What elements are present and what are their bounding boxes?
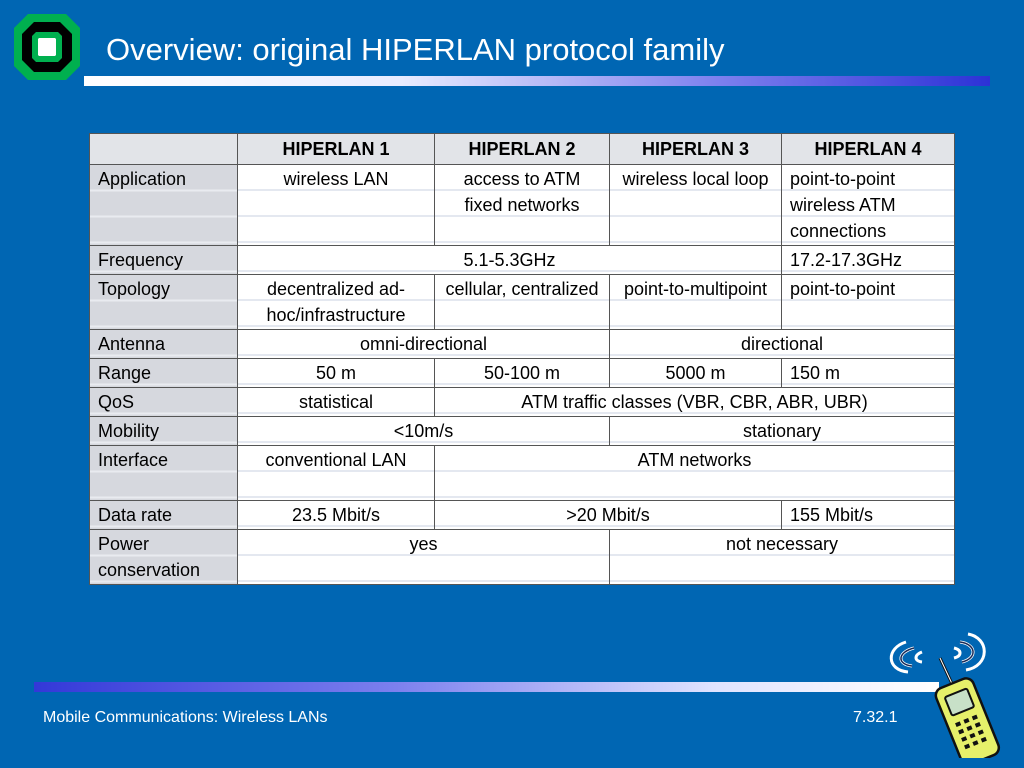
- table-row-power-conservation: Power conservation yes not necessary: [89, 529, 955, 585]
- title-underline: [84, 76, 990, 86]
- table-cell: 23.5 Mbit/s: [237, 500, 435, 530]
- table-row-frequency: Frequency 5.1-5.3GHz 17.2-17.3GHz: [89, 245, 955, 275]
- table-cell: point-to-point: [781, 274, 955, 330]
- table-cell: access to ATM fixed networks: [434, 164, 610, 246]
- table-cell: 50 m: [237, 358, 435, 388]
- header-cell-hiperlan-3: HIPERLAN 3: [609, 133, 782, 165]
- table-cell: 17.2-17.3GHz: [781, 245, 955, 275]
- table-cell: >20 Mbit/s: [434, 500, 782, 530]
- table-row-mobility: Mobility <10m/s stationary: [89, 416, 955, 446]
- table-cell: wireless LAN: [237, 164, 435, 246]
- table-cell: point-to-point wireless ATM connections: [781, 164, 955, 246]
- header-cell-hiperlan-1: HIPERLAN 1: [237, 133, 435, 165]
- row-label: Frequency: [89, 245, 238, 275]
- table-row-qos: QoS statistical ATM traffic classes (VBR…: [89, 387, 955, 417]
- table-cell: omni-directional: [237, 329, 610, 359]
- table-cell: not necessary: [609, 529, 955, 585]
- table-cell: yes: [237, 529, 610, 585]
- table-cell: cellular, centralized: [434, 274, 610, 330]
- table-row-interface: Interface conventional LAN ATM networks: [89, 445, 955, 501]
- table-cell: statistical: [237, 387, 435, 417]
- table-row-range: Range 50 m 50-100 m 5000 m 150 m: [89, 358, 955, 388]
- table-cell: 5.1-5.3GHz: [237, 245, 782, 275]
- table-cell: conventional LAN: [237, 445, 435, 501]
- row-label: Mobility: [89, 416, 238, 446]
- header-cell-hiperlan-4: HIPERLAN 4: [781, 133, 955, 165]
- header-cell-empty: [89, 133, 238, 165]
- row-label: Range: [89, 358, 238, 388]
- table-cell: wireless local loop: [609, 164, 782, 246]
- row-label: QoS: [89, 387, 238, 417]
- table-header-row: HIPERLAN 1 HIPERLAN 2 HIPERLAN 3 HIPERLA…: [89, 133, 955, 165]
- table-row-topology: Topology decentralized ad-hoc/infrastruc…: [89, 274, 955, 330]
- row-label: Topology: [89, 274, 238, 330]
- university-logo-icon: [14, 14, 80, 80]
- table-cell: ATM networks: [434, 445, 955, 501]
- row-label: Application: [89, 164, 238, 246]
- table-cell: 150 m: [781, 358, 955, 388]
- table-row-application: Application wireless LAN access to ATM f…: [89, 164, 955, 246]
- table-cell: <10m/s: [237, 416, 610, 446]
- table-cell: directional: [609, 329, 955, 359]
- footer-divider: [34, 682, 939, 692]
- header-cell-hiperlan-2: HIPERLAN 2: [434, 133, 610, 165]
- row-label: Power conservation: [89, 529, 238, 585]
- table-cell: decentralized ad-hoc/infrastructure: [237, 274, 435, 330]
- wireless-phone-icon: [889, 632, 1001, 758]
- table-cell: ATM traffic classes (VBR, CBR, ABR, UBR): [434, 387, 955, 417]
- table-row-data-rate: Data rate 23.5 Mbit/s >20 Mbit/s 155 Mbi…: [89, 500, 955, 530]
- page-title: Overview: original HIPERLAN protocol fam…: [106, 32, 725, 67]
- footer-course-title: Mobile Communications: Wireless LANs: [43, 709, 328, 726]
- table-cell: 155 Mbit/s: [781, 500, 955, 530]
- table-cell: 5000 m: [609, 358, 782, 388]
- table-row-antenna: Antenna omni-directional directional: [89, 329, 955, 359]
- table-cell: stationary: [609, 416, 955, 446]
- hiperlan-comparison-table: HIPERLAN 1 HIPERLAN 2 HIPERLAN 3 HIPERLA…: [89, 133, 955, 585]
- row-label: Data rate: [89, 500, 238, 530]
- footer-slide-number: 7.32.1: [853, 709, 898, 726]
- row-label: Interface: [89, 445, 238, 501]
- table-cell: point-to-multipoint: [609, 274, 782, 330]
- row-label: Antenna: [89, 329, 238, 359]
- table-cell: 50-100 m: [434, 358, 610, 388]
